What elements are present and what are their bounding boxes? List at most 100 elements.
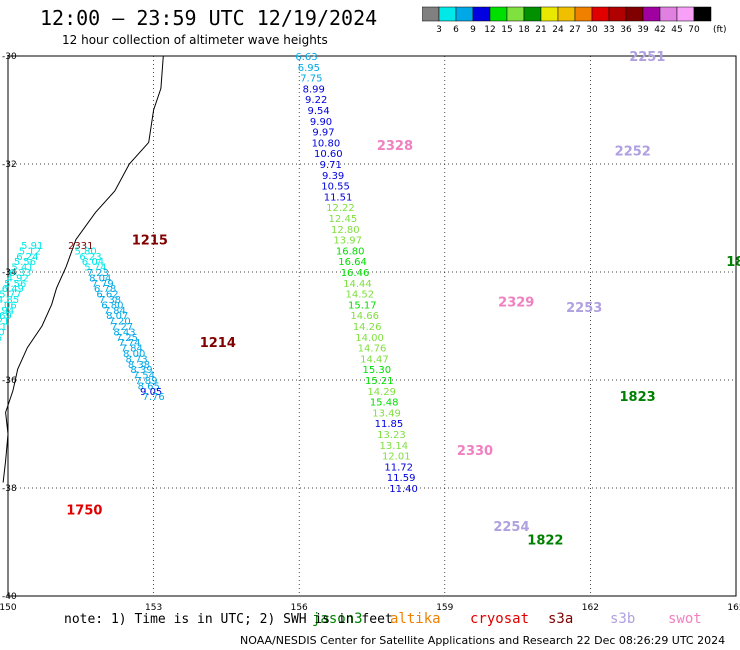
wave-height-label: 12.45 bbox=[329, 214, 358, 225]
longitude-tick-label: 162 bbox=[582, 603, 599, 610]
wave-height-label: 8.43 bbox=[113, 327, 135, 338]
colorbar-tick-label: 36 bbox=[620, 25, 632, 35]
wave-height-label: 6.80 bbox=[101, 300, 123, 311]
colorbar-tick-label: 15 bbox=[501, 25, 512, 35]
longitude-tick-label: 156 bbox=[291, 603, 308, 610]
wave-height-label: 5.12 bbox=[19, 246, 41, 257]
colorbar-tick-label: 33 bbox=[603, 25, 614, 35]
wave-height-label: 5.56 bbox=[4, 279, 26, 290]
wave-height-label: 2331 bbox=[68, 241, 93, 252]
wave-height-label: 12.22 bbox=[326, 203, 355, 214]
legend-s3a: s3a bbox=[548, 611, 574, 627]
wave-height-label: 8.00 bbox=[123, 349, 145, 360]
colorbar-tick-label: 70 bbox=[688, 25, 700, 35]
wave-height-label: 4.92 bbox=[7, 273, 29, 284]
longitude-tick-label: 150 bbox=[0, 603, 17, 610]
pass-time-label: 2330 bbox=[457, 444, 493, 459]
colorbar-tick-label: 3 bbox=[436, 25, 442, 35]
colorbar-tick-label: 39 bbox=[637, 25, 649, 35]
wave-height-label: 7.27 bbox=[111, 322, 133, 333]
wave-height-label: 6.33 bbox=[9, 268, 31, 279]
wave-height-label: 7.23 bbox=[87, 268, 109, 279]
latitude-tick-label: -34 bbox=[2, 268, 17, 278]
colorbar-tick-label: 12 bbox=[484, 25, 495, 35]
colorbar-tick-label: 21 bbox=[535, 25, 546, 35]
wave-height-label: 6.63 bbox=[295, 52, 317, 63]
wave-height-label: 15.30 bbox=[363, 365, 392, 376]
legend-s3b: s3b bbox=[610, 611, 636, 627]
wave-height-label: 12.80 bbox=[331, 225, 360, 236]
wave-height-label: 9.54 bbox=[307, 106, 329, 117]
wave-height-label: 6.23 bbox=[79, 252, 101, 263]
latitude-tick-label: -36 bbox=[2, 376, 17, 386]
wave-height-label: 8.07 bbox=[106, 311, 128, 322]
wave-height-label: 12.01 bbox=[382, 452, 411, 463]
longitude-tick-label: 153 bbox=[145, 603, 162, 610]
wave-height-label: 9.39 bbox=[322, 171, 344, 182]
legend-swot: swot bbox=[668, 611, 702, 627]
wave-height-label: 5.74 bbox=[84, 263, 106, 274]
wave-height-label: 11.51 bbox=[324, 192, 353, 203]
wave-height-label: 14.52 bbox=[346, 290, 375, 301]
wave-height-label: 13.23 bbox=[377, 430, 406, 441]
wave-height-label: 14.26 bbox=[353, 322, 382, 333]
wave-height-label: 7.84 bbox=[104, 306, 126, 317]
pass-time-label: 1750 bbox=[66, 504, 102, 519]
wave-height-label: 7.89 bbox=[135, 376, 157, 387]
colorbar-tick-label: 24 bbox=[552, 25, 564, 35]
coastline bbox=[2, 55, 164, 483]
wave-height-label: 5.91 bbox=[21, 241, 43, 252]
wave-height-colorbar: 3 6 9 12 15 18 21 24 27 30 33 36 39 42 45 70 (ft) bbox=[422, 6, 727, 35]
colorbar-tick-label: 30 bbox=[586, 25, 598, 35]
colorbar-tick-label: 27 bbox=[569, 25, 580, 35]
legend-cryosat: cryosat bbox=[470, 611, 530, 627]
wave-height-label: 16.80 bbox=[336, 246, 365, 257]
wave-height-label: 13.14 bbox=[380, 441, 409, 452]
altimeter-map: 150 153 156 159 162 165 -30 -32 -34 -36 -38 -40 6.63… bbox=[0, 50, 740, 610]
longitude-tick-label: 159 bbox=[436, 603, 453, 610]
wave-height-label: 10.60 bbox=[314, 149, 343, 160]
map-title: 12:00 — 23:59 UTC 12/19/2024 bbox=[40, 6, 378, 30]
wave-height-label: 8.38 bbox=[128, 360, 150, 371]
wave-height-label: 16.64 bbox=[338, 257, 367, 268]
wave-height-label: 16.46 bbox=[341, 268, 370, 279]
wave-height-label: 6.78 bbox=[94, 284, 116, 295]
colorbar-swatch bbox=[693, 6, 712, 22]
wave-height-label: 9.97 bbox=[312, 128, 334, 139]
pass-time-label: 1824 bbox=[726, 255, 740, 270]
wave-height-label: 10.55 bbox=[321, 182, 350, 193]
pass-time-label: 2254 bbox=[493, 520, 529, 535]
wave-height-label: 13.49 bbox=[372, 408, 401, 419]
wave-height-label: 11.40 bbox=[389, 484, 418, 495]
wave-height-label: 7.75 bbox=[300, 74, 322, 85]
wave-height-label: 5.80 bbox=[75, 246, 97, 257]
wave-height-label: 5.21 bbox=[0, 317, 9, 328]
wave-height-label: 7.54 bbox=[133, 371, 155, 382]
latitude-tick-label: -30 bbox=[2, 52, 17, 62]
colorbar-tick-label: 18 bbox=[518, 25, 530, 35]
wave-height-label: 6.95 bbox=[298, 63, 320, 74]
latitude-tick-label: -38 bbox=[2, 484, 17, 494]
footer-note: note: 1) Time is in UTC; 2) SWH is in fe… bbox=[64, 612, 393, 627]
wave-height-label: 4.85 bbox=[0, 295, 19, 306]
wave-height-label: 15.48 bbox=[370, 398, 399, 409]
colorbar-tick-label: 45 bbox=[671, 25, 682, 35]
latitude-tick-label: -32 bbox=[2, 160, 17, 170]
wave-height-label: 6.04 bbox=[82, 257, 104, 268]
wave-height-label: 15.17 bbox=[348, 300, 377, 311]
wave-height-label: 11.72 bbox=[384, 462, 413, 473]
pass-time-label: 2253 bbox=[566, 301, 602, 316]
colorbar-tick-label: 9 bbox=[470, 25, 476, 35]
wave-height-label: 9.90 bbox=[310, 117, 332, 128]
wave-height-label: 7.25 bbox=[116, 333, 138, 344]
wave-height-label: 5.26 bbox=[0, 333, 2, 344]
legend-jason3: jason3 bbox=[312, 611, 363, 627]
wave-height-label: 5.41 bbox=[11, 263, 33, 274]
wave-height-label: 14.76 bbox=[358, 344, 387, 355]
wave-height-label: 13.97 bbox=[333, 236, 362, 247]
colorbar-unit-label: (ft) bbox=[713, 25, 727, 35]
wave-height-label: 5.69 bbox=[0, 311, 12, 322]
wave-height-label: 14.47 bbox=[360, 354, 389, 365]
legend-altika: altika bbox=[390, 611, 441, 627]
wave-height-label: 7.76 bbox=[142, 392, 164, 403]
